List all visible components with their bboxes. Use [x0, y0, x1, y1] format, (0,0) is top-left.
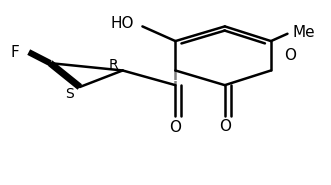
Text: S: S — [66, 87, 74, 101]
Text: O: O — [169, 120, 181, 135]
Text: R: R — [109, 58, 118, 72]
Text: F: F — [10, 45, 19, 60]
Text: O: O — [219, 119, 231, 134]
Text: Me: Me — [292, 25, 315, 40]
Text: O: O — [284, 48, 296, 63]
Text: HO: HO — [111, 16, 134, 31]
